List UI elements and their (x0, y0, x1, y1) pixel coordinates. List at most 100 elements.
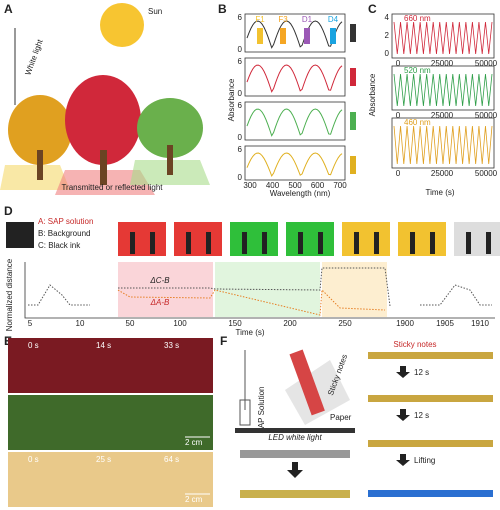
x-tick-label: 0 (396, 111, 401, 120)
peak-bar (304, 28, 310, 44)
axis-title: Wavelength (nm) (270, 189, 331, 198)
photo (398, 222, 446, 256)
tree (137, 98, 203, 158)
tree (8, 95, 72, 165)
down-arrow (287, 462, 303, 478)
light-trapezoid (0, 165, 70, 190)
peak-label: F3 (278, 15, 288, 24)
axes (244, 57, 346, 97)
rod (368, 440, 493, 447)
rod (368, 352, 493, 359)
photo (230, 222, 278, 256)
legend-entry: C: Black ink (38, 241, 81, 250)
spectrum (246, 20, 343, 49)
vial (410, 232, 415, 254)
x-tick-label: 50000 (475, 111, 498, 120)
vial (239, 399, 251, 426)
x-tick-label: 250 (338, 319, 352, 328)
photo (286, 222, 334, 256)
vial (186, 232, 191, 254)
axes (244, 145, 346, 181)
region (322, 262, 387, 317)
rod (240, 490, 350, 498)
x-tick-label: 50 (126, 319, 135, 328)
panel-label: B (218, 2, 227, 16)
x-tick-label: 10 (76, 319, 85, 328)
axes (391, 117, 495, 169)
rod (368, 490, 493, 497)
axes (244, 13, 346, 53)
peak-label: F1 (255, 15, 265, 24)
sun (100, 3, 144, 47)
step-label: 12 s (414, 411, 429, 420)
y-tick-label: 2 (385, 31, 390, 40)
vial (262, 232, 267, 254)
x-tick-label: 0 (396, 59, 401, 68)
trace (117, 288, 386, 316)
axes (244, 101, 346, 141)
x-tick-label: 25000 (431, 111, 454, 120)
peak-bar (280, 28, 286, 44)
vial (430, 232, 435, 254)
x-tick-label: 600 (311, 181, 325, 190)
vial (242, 232, 247, 254)
transmitted-label: Transmitted or reflected light (61, 183, 163, 192)
photo (174, 222, 222, 256)
vial (318, 232, 323, 254)
x-tick-label: 150 (228, 319, 242, 328)
cycle-trace (393, 21, 493, 55)
peak-bar (330, 28, 336, 44)
time-label: 25 s (96, 455, 111, 464)
step-label: 12 s (414, 368, 429, 377)
y-tick-label: 4 (385, 13, 390, 22)
time-label: 0 s (28, 341, 39, 350)
spectrum (246, 64, 343, 93)
axis-title: Absorbance (368, 73, 377, 116)
x-tick-label: 1905 (436, 319, 454, 328)
vial (298, 232, 303, 254)
photo (8, 452, 213, 507)
photo (8, 338, 213, 393)
panel-label: D (4, 204, 13, 218)
y-tick-label: 0 (238, 45, 243, 54)
legend-image (6, 222, 34, 248)
axis-title: Normalized distance (5, 258, 14, 331)
vial (354, 232, 359, 254)
axis-title: Time (s) (235, 328, 264, 337)
down-arrow (396, 366, 410, 378)
spectrum (246, 108, 343, 137)
y-tick-label: 0 (238, 89, 243, 98)
x-tick-label: 5 (28, 319, 33, 328)
rod (240, 450, 350, 458)
color-swatch (350, 156, 356, 174)
peak-bar (257, 28, 263, 44)
sticky-roll (289, 349, 325, 416)
x-tick-label: 400 (266, 181, 280, 190)
peak-label: D1 (302, 15, 313, 24)
x-tick-label: 500 (288, 181, 302, 190)
photo (454, 222, 500, 256)
x-tick-label: 50000 (475, 169, 498, 178)
color-swatch (350, 24, 356, 42)
trace (28, 284, 90, 306)
y-tick-label: 0 (385, 49, 390, 58)
x-tick-label: 200 (283, 319, 297, 328)
x-tick-label: 700 (333, 181, 347, 190)
paper-label: Paper (330, 413, 352, 422)
wavelength-label: 660 nm (404, 14, 431, 23)
rod (368, 395, 493, 402)
peak-label: D4 (328, 15, 339, 24)
panel-label: C (368, 2, 377, 16)
x-tick-label: 50000 (475, 59, 498, 68)
led-label: LED white light (268, 433, 322, 442)
x-tick-label: 25000 (431, 59, 454, 68)
wavelength-label: 460 nm (404, 118, 431, 127)
region (118, 262, 213, 317)
photo (342, 222, 390, 256)
axes (391, 65, 495, 111)
axis-title: Absorbance (227, 78, 236, 121)
x-tick-label: 100 (173, 319, 187, 328)
vial (466, 232, 471, 254)
vial (206, 232, 211, 254)
sun-label: Sun (148, 7, 162, 16)
